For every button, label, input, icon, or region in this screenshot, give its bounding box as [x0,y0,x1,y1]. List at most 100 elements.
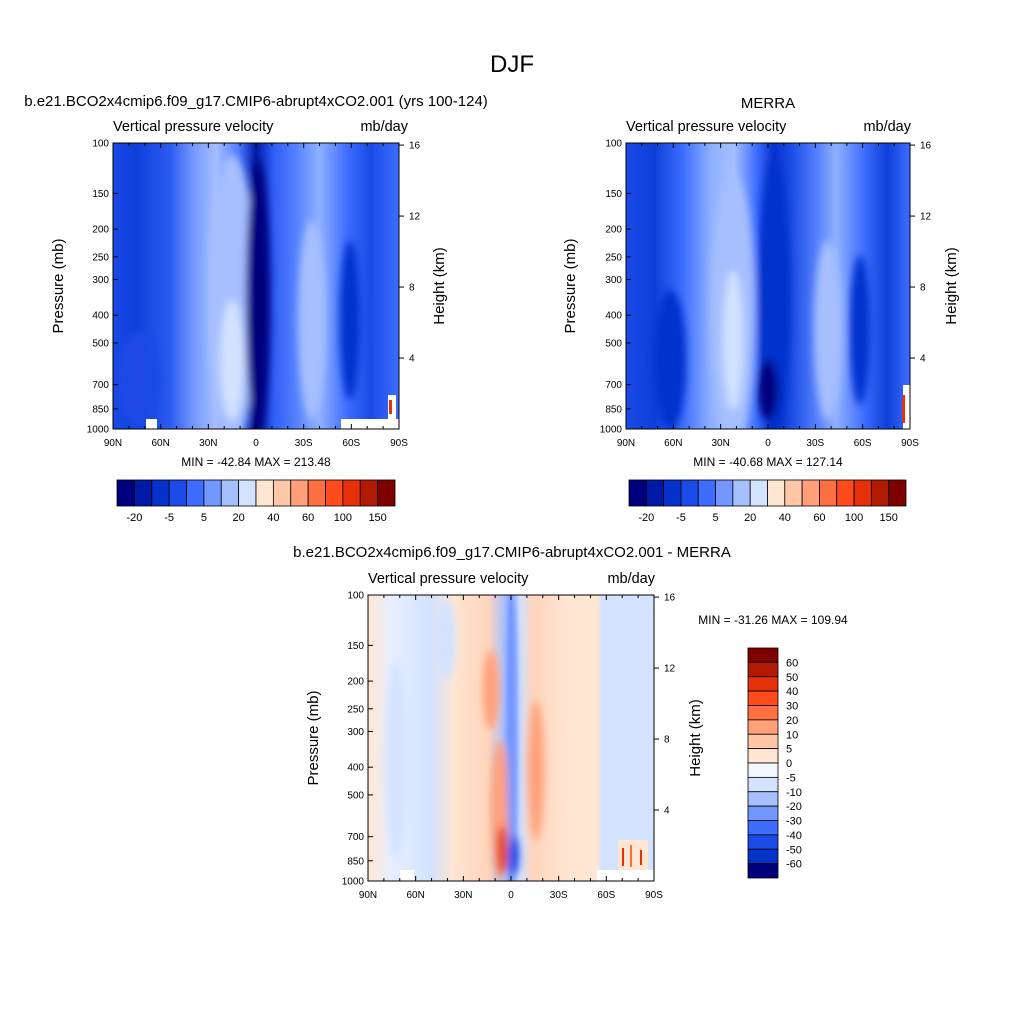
colorbar-swatch [116,479,135,507]
colorbar-swatch [747,705,779,721]
lat-tick-label: 30N [199,438,217,449]
height-tick-label: 12 [664,664,676,675]
panel-obs-axes: 100 150 200 250 300 400 500 700 850 1000 16 12 8 4 90N… [600,139,932,450]
colorbar-label: 20 [233,512,245,524]
colorbar-label: 40 [779,512,791,524]
colorbar-label: -60 [786,859,802,871]
colorbar-swatch [290,479,309,507]
lat-tick-label: 60N [151,438,169,449]
height-tick-label: 16 [664,593,676,604]
height-tick-label: 8 [409,283,415,294]
panel-difference: b.e21.BCO2x4cmip6.f09_g17.CMIP6-abrupt4x… [293,544,848,901]
height-tick-label: 16 [920,141,932,152]
colorbar-swatch [747,776,779,793]
lat-tick-label: 30N [454,890,472,901]
pressure-tick-label: 1000 [87,425,110,436]
pressure-tick-label: 200 [92,225,109,236]
pressure-tick-label: 300 [605,275,622,286]
lat-tick-label: 30S [295,438,313,449]
lat-tick-label: 90N [359,890,377,901]
colorbar-label: -20 [786,801,802,813]
colorbar-swatch [697,479,716,507]
pressure-tick-label: 150 [347,641,364,652]
colorbar-swatch [680,479,699,507]
panel-model-title: b.e21.BCO2x4cmip6.f09_g17.CMIP6-abrupt4x… [24,93,488,110]
pressure-tick-label: 1000 [342,877,365,888]
colorbar-label: 50 [786,672,798,684]
height-tick-label: 8 [920,283,926,294]
colorbar-label: 30 [786,701,798,713]
colorbar-swatch [853,479,872,507]
pressure-tick-label: 500 [92,338,109,349]
lat-tick-label: 90N [617,438,635,449]
pressure-tick-label: 850 [347,856,364,867]
colorbar-label: 0 [786,758,792,770]
pressure-tick-label: 400 [605,311,622,322]
panel-model-left-string: Vertical pressure velocity [113,119,274,135]
colorbar-label: -50 [786,844,802,856]
height-tick-label: 4 [920,354,926,365]
colorbar-label: 20 [786,715,798,727]
height-tick-label: 4 [664,806,670,817]
pressure-tick-label: 400 [92,311,109,322]
colorbar-swatch [628,479,647,507]
colorbar-swatch [801,479,820,507]
colorbar-label: 5 [713,512,719,524]
colorbar-swatch [747,733,779,750]
panel-model-axes: 100 150 200 250 300 400 500 700 850 1000 16 12 8 4 90N… [87,139,421,450]
colorbar-swatch [663,479,682,507]
colorbar-swatch [747,834,779,850]
panel-obs-title: MERRA [741,95,795,112]
pressure-tick-label: 100 [605,139,622,150]
height-tick-label: 12 [409,212,421,223]
lat-tick-label: 60S [597,890,615,901]
panel-model-right-string: mb/day [360,119,408,135]
colorbar-label: 150 [880,512,898,524]
colorbar-swatch [747,661,779,678]
colorbar-swatch [747,647,779,663]
lat-tick-label: 0 [765,438,771,449]
colorbar-swatch [747,848,779,865]
colorbar-swatch [715,479,734,507]
height-tick-label: 8 [664,735,670,746]
colorbar-swatch [747,690,779,706]
colorbar-label: -40 [786,830,802,842]
height-tick-label: 12 [920,212,932,223]
colorbar-label: 5 [201,512,207,524]
colorbar-swatch [645,479,665,507]
lat-tick-label: 90N [104,438,122,449]
lat-tick-label: 60S [342,438,360,449]
lat-tick-label: 60N [664,438,682,449]
pressure-tick-label: 250 [605,252,622,263]
colorbar-swatch [747,762,779,778]
panel-model-y2label: Height (km) [431,247,448,325]
height-tick-label: 4 [409,354,415,365]
colorbar-swatch [342,479,361,507]
panel-difference-y2label: Height (km) [687,699,704,777]
colorbar-swatch [377,479,396,507]
colorbar-swatch [238,479,257,507]
panel-model: b.e21.BCO2x4cmip6.f09_g17.CMIP6-abrupt4x… [24,93,488,524]
panel-model-colorbar: -20 -5 5 20 40 60 100 150 [116,479,396,524]
colorbar-label: 60 [786,657,798,669]
lat-tick-label: 60S [854,438,872,449]
colorbar-swatch [133,479,153,507]
pressure-tick-label: 150 [605,189,622,200]
colorbar-swatch [747,863,779,879]
pressure-tick-label: 200 [347,677,364,688]
height-tick-label: 16 [409,141,421,152]
colorbar-swatch [819,479,838,507]
pressure-tick-label: 1000 [600,425,623,436]
pressure-tick-label: 700 [347,832,364,843]
panel-model-ylabel: Pressure (mb) [50,238,67,333]
colorbar-swatch [359,479,379,507]
lat-tick-label: 30S [806,438,824,449]
colorbar-swatch [732,479,751,507]
colorbar-label: -5 [786,772,796,784]
panel-obs-right-string: mb/day [863,119,911,135]
colorbar-swatch [784,479,803,507]
pressure-tick-label: 700 [92,380,109,391]
pressure-tick-label: 500 [347,790,364,801]
colorbar-label: -5 [676,512,686,524]
